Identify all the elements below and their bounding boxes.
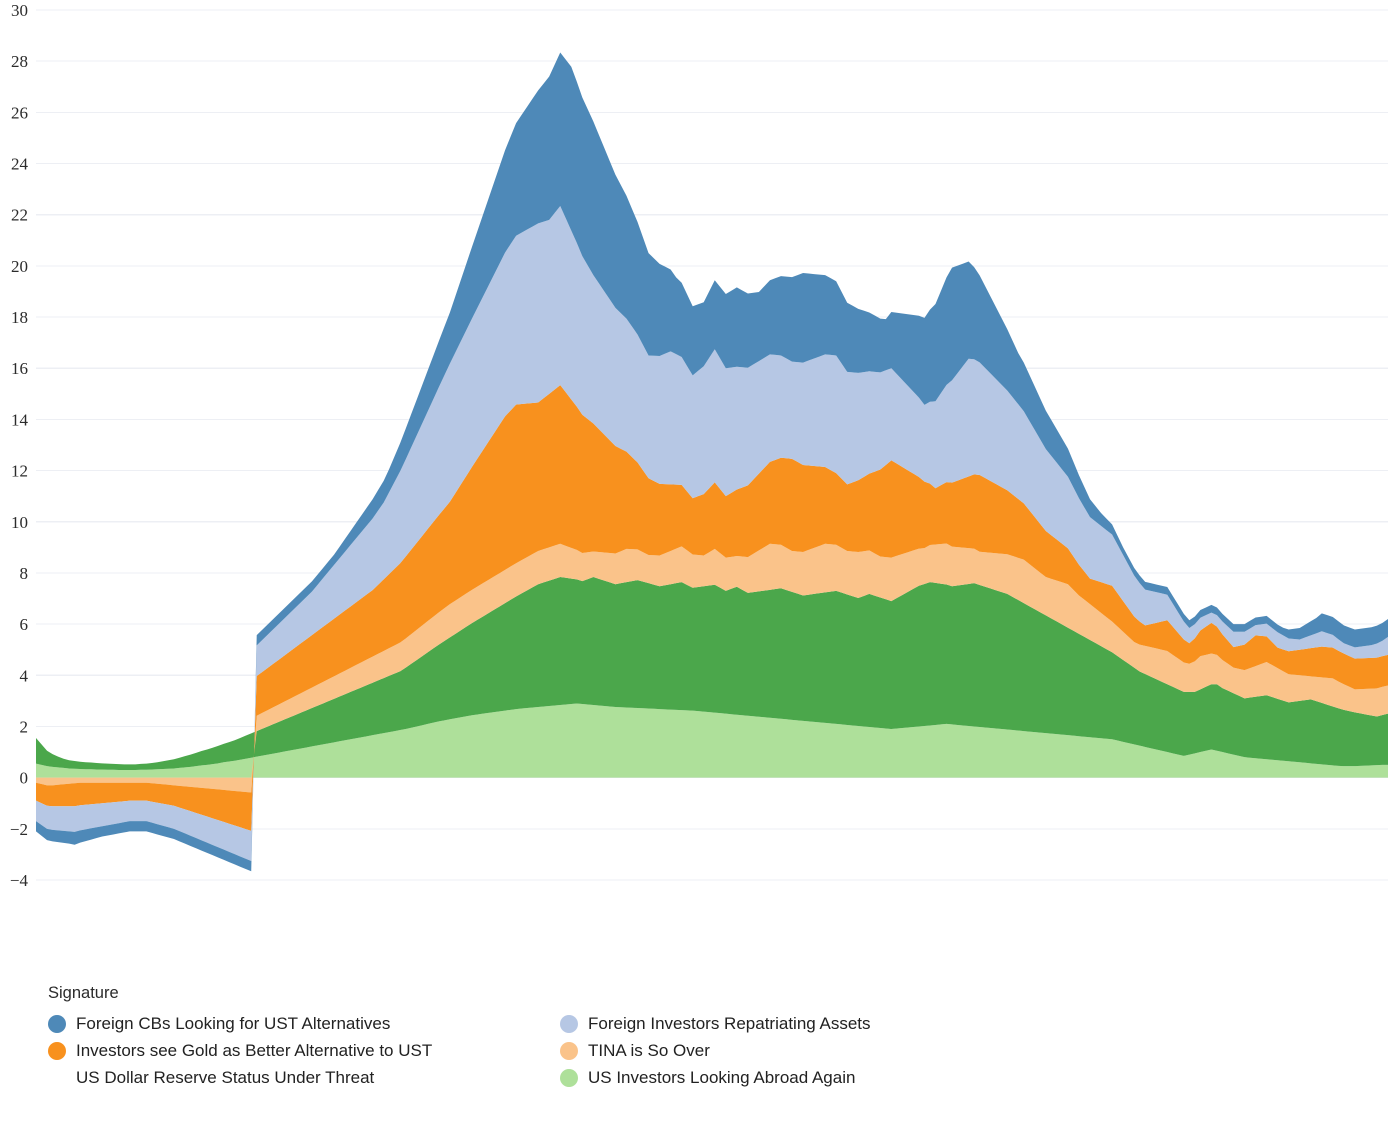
y-tick-label: 12 <box>11 462 28 481</box>
legend-item-label: US Investors Looking Abroad Again <box>588 1067 856 1087</box>
legend-item[interactable]: US Dollar Reserve Status Under Threat <box>48 1064 560 1091</box>
area-series[interactable] <box>36 703 1388 778</box>
y-tick-label: 30 <box>11 1 28 20</box>
area-series[interactable] <box>36 543 1388 793</box>
circle-swatch-icon <box>560 1068 578 1087</box>
y-tick-label: 0 <box>20 769 29 788</box>
y-tick-label: 22 <box>11 206 28 225</box>
y-tick-label: −2 <box>10 820 28 839</box>
legend-item-label: Foreign CBs Looking for UST Alternatives <box>76 1013 391 1033</box>
y-tick-label: 24 <box>11 155 29 174</box>
legend-items: Foreign CBs Looking for UST Alternatives… <box>48 1010 1348 1091</box>
legend-item[interactable]: TINA is So Over <box>560 1037 1348 1064</box>
circle-swatch-icon <box>48 1041 66 1060</box>
y-tick-label: 18 <box>11 308 28 327</box>
legend-title: Signature <box>48 984 119 1002</box>
legend-item[interactable]: Foreign Investors Repatriating Assets <box>560 1010 1348 1037</box>
circle-swatch-icon <box>48 1014 66 1033</box>
y-tick-label: 26 <box>11 103 28 122</box>
y-tick-label: 4 <box>20 666 29 685</box>
y-tick-label: 28 <box>11 52 28 71</box>
y-tick-label: 16 <box>11 359 28 378</box>
y-tick-label: 20 <box>11 257 28 276</box>
legend-item-label: TINA is So Over <box>588 1040 710 1060</box>
circle-swatch-icon <box>560 1014 578 1033</box>
y-tick-label: 8 <box>20 564 29 583</box>
y-tick-label: 10 <box>11 513 28 532</box>
legend-item[interactable]: US Investors Looking Abroad Again <box>560 1064 1348 1091</box>
gridlines <box>36 9 1388 881</box>
circle-swatch-icon <box>560 1041 578 1060</box>
legend-item[interactable]: Investors see Gold as Better Alternative… <box>48 1037 560 1064</box>
legend-item-label: Investors see Gold as Better Alternative… <box>76 1040 433 1060</box>
legend-item[interactable]: Foreign CBs Looking for UST Alternatives <box>48 1010 560 1037</box>
legend-item-label: US Dollar Reserve Status Under Threat <box>76 1067 375 1087</box>
area-series[interactable] <box>36 385 1388 831</box>
y-tick-label: 14 <box>11 410 29 429</box>
legend: Signature Foreign CBs Looking for UST Al… <box>48 983 1348 1091</box>
area-series-group[interactable] <box>36 52 1388 872</box>
y-tick-label: 6 <box>20 615 29 634</box>
circle-swatch-icon <box>48 1069 66 1087</box>
area-series[interactable] <box>36 577 1388 770</box>
y-tick-label: −4 <box>10 871 29 890</box>
legend-item-label: Foreign Investors Repatriating Assets <box>588 1013 871 1033</box>
y-tick-label: 2 <box>20 717 29 736</box>
